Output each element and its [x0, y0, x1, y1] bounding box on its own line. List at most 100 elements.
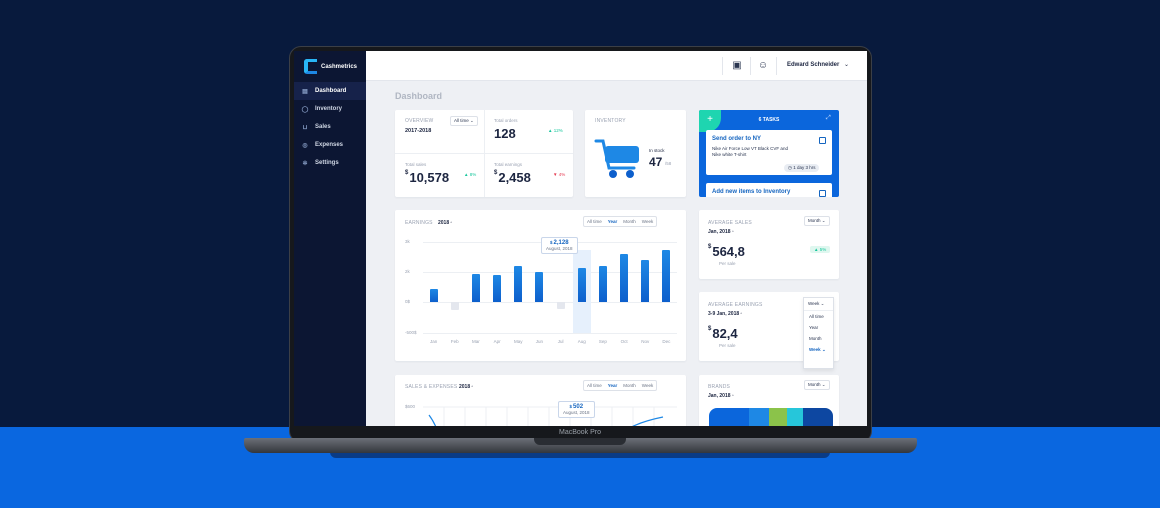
sales-expenses-card: SALES & EXPENSES 2018 ▫ All time Year Mo… [395, 375, 686, 426]
filter-week[interactable]: Week [641, 383, 654, 388]
x-tick-label: Mar [472, 339, 480, 344]
sales-expenses-year[interactable]: 2018 ▫ [459, 384, 474, 390]
divider [776, 57, 777, 75]
brands-filter[interactable]: Month ⌄ [804, 380, 830, 390]
expand-icon[interactable]: ⤢ [826, 115, 831, 121]
brand-segment[interactable] [709, 408, 749, 426]
x-tick-label: Jul [557, 339, 564, 344]
app-logo[interactable]: Cashmetrics [304, 59, 357, 74]
sidebar-item-settings[interactable]: ✲ Settings [294, 154, 366, 172]
tooltip-date: August, 2018 [546, 246, 573, 251]
sales-expenses-line-chart [423, 406, 677, 426]
task-item[interactable]: Add new items to Inventory [706, 183, 832, 197]
bar-feb[interactable] [450, 302, 459, 311]
brands-stacked-bar [709, 408, 833, 426]
grid-line [423, 272, 677, 273]
in-stock-label: In stock [649, 148, 665, 153]
overview-period: 2017-2018 [405, 128, 432, 134]
x-tick-label: Jan [429, 339, 438, 344]
page-title: Dashboard [395, 91, 443, 101]
bar-jul[interactable] [556, 302, 565, 310]
x-tick-label: Jun [535, 339, 544, 344]
tooltip-value: $502 [569, 404, 584, 410]
sidebar-item-label: Expenses [315, 142, 344, 148]
bar-jun[interactable] [535, 272, 544, 302]
filter-year[interactable]: Year [607, 219, 618, 224]
sidebar-nav: ▤ Dashboard ◯ Inventory ⊔ Sales ◎ Expens… [294, 82, 366, 172]
bar-jan[interactable] [429, 288, 438, 302]
grid-line [423, 302, 677, 303]
sidebar-item-inventory[interactable]: ◯ Inventory [294, 100, 366, 118]
task-checkbox[interactable] [819, 137, 826, 144]
brand-segment[interactable] [749, 408, 769, 426]
filter-week[interactable]: Week [641, 219, 654, 224]
sales-expenses-label: SALES & EXPENSES [405, 384, 458, 390]
sidebar-item-expenses[interactable]: ◎ Expenses [294, 136, 366, 154]
brand-segment[interactable] [787, 408, 803, 426]
average-earnings-label: AVERAGE EARNINGS [708, 302, 763, 308]
user-avatar-icon[interactable]: ☺ [757, 60, 769, 71]
bar-apr[interactable] [493, 275, 502, 302]
task-due-badge: ◷ 1 day 3 hrs [784, 164, 820, 172]
brand-segment[interactable] [803, 408, 833, 426]
divider [395, 153, 573, 154]
bar-oct[interactable] [620, 254, 629, 302]
cart-icon: ⊔ [302, 124, 308, 131]
gear-icon: ✲ [302, 160, 308, 167]
filter-month[interactable]: Month [623, 383, 636, 388]
dropdown-option-month[interactable]: Month [809, 336, 822, 341]
total-sales-change: ▲ 8% [464, 172, 477, 177]
overview-filter[interactable]: All time ⌄ [450, 116, 478, 126]
average-sales-card: AVERAGE SALES Jan, 2018 ▫ Month ⌄ $564,8… [699, 210, 839, 279]
dropdown-option-year[interactable]: Year [809, 325, 819, 330]
x-tick-label: Sep [598, 339, 607, 344]
task-item[interactable]: Send order to NY Nike Air Force Low VT B… [706, 130, 832, 175]
sidebar-item-dashboard[interactable]: ▤ Dashboard [294, 82, 366, 100]
add-task-icon[interactable]: ▣ [732, 60, 742, 71]
bar-may[interactable] [514, 266, 523, 302]
tasks-title: 6 TASKS [758, 117, 780, 123]
brand-segment[interactable] [769, 408, 787, 426]
task-checkbox[interactable] [819, 190, 826, 197]
filter-month[interactable]: Month [623, 219, 636, 224]
bar-nov[interactable] [641, 260, 650, 302]
y-tick-label: $600 [405, 404, 416, 409]
sidebar-item-sales[interactable]: ⊔ Sales [294, 118, 366, 136]
bar-aug[interactable] [577, 267, 586, 302]
bar-sep[interactable] [598, 266, 607, 302]
average-sales-filter[interactable]: Month ⌄ [804, 216, 830, 226]
dropdown-selected[interactable]: Week ⌄ [804, 298, 833, 311]
add-task-button[interactable]: + [699, 110, 721, 132]
filter-all-time[interactable]: All time [587, 383, 602, 388]
chevron-down-icon[interactable]: ⌄ [844, 62, 850, 68]
average-sales-period[interactable]: Jan, 2018 ▫ [708, 229, 734, 235]
user-menu[interactable]: Edward Schneider [787, 62, 840, 68]
bar-dec[interactable] [662, 249, 671, 302]
in-stock-total: /58 [665, 161, 672, 166]
inventory-card: INVENTORY In stock 47 /58 [585, 110, 686, 197]
sales-expenses-tooltip: $502 August, 2018 [558, 401, 595, 418]
average-earnings-filter-dropdown[interactable]: Week ⌄ All time Year Month Week ⌄ [803, 297, 834, 369]
x-tick-label: Nov [641, 339, 650, 344]
filter-year[interactable]: Year [607, 383, 618, 388]
filter-all-time[interactable]: All time [587, 219, 602, 224]
laptop-notch [534, 438, 626, 445]
logo-icon [304, 59, 317, 74]
total-orders-label: Total orders [494, 118, 518, 123]
grid-line [423, 333, 677, 334]
average-earnings-period[interactable]: 3-9 Jan, 2018 ▫ [708, 311, 743, 317]
y-tick-label: 0$ [405, 299, 411, 304]
average-sales-label: AVERAGE SALES [708, 220, 752, 226]
task-title: Add new items to Inventory [712, 189, 791, 195]
y-tick-label: 2k [405, 269, 410, 274]
bar-mar[interactable] [471, 273, 480, 302]
dropdown-option-week[interactable]: Week ⌄ [809, 347, 826, 352]
sales-expenses-period-filter: All time Year Month Week [583, 380, 658, 391]
dropdown-option-all-time[interactable]: All time [809, 314, 824, 319]
brands-period[interactable]: Jan, 2018 ▫ [708, 393, 734, 399]
earnings-year[interactable]: 2018 ▫ [438, 220, 453, 226]
earnings-tooltip: $2,128 August, 2018 [541, 237, 578, 254]
laptop-brand-label: MacBook Pro [558, 429, 602, 436]
average-sales-value: $564,8 [708, 244, 745, 259]
average-earnings-value: $82,4 [708, 326, 738, 341]
